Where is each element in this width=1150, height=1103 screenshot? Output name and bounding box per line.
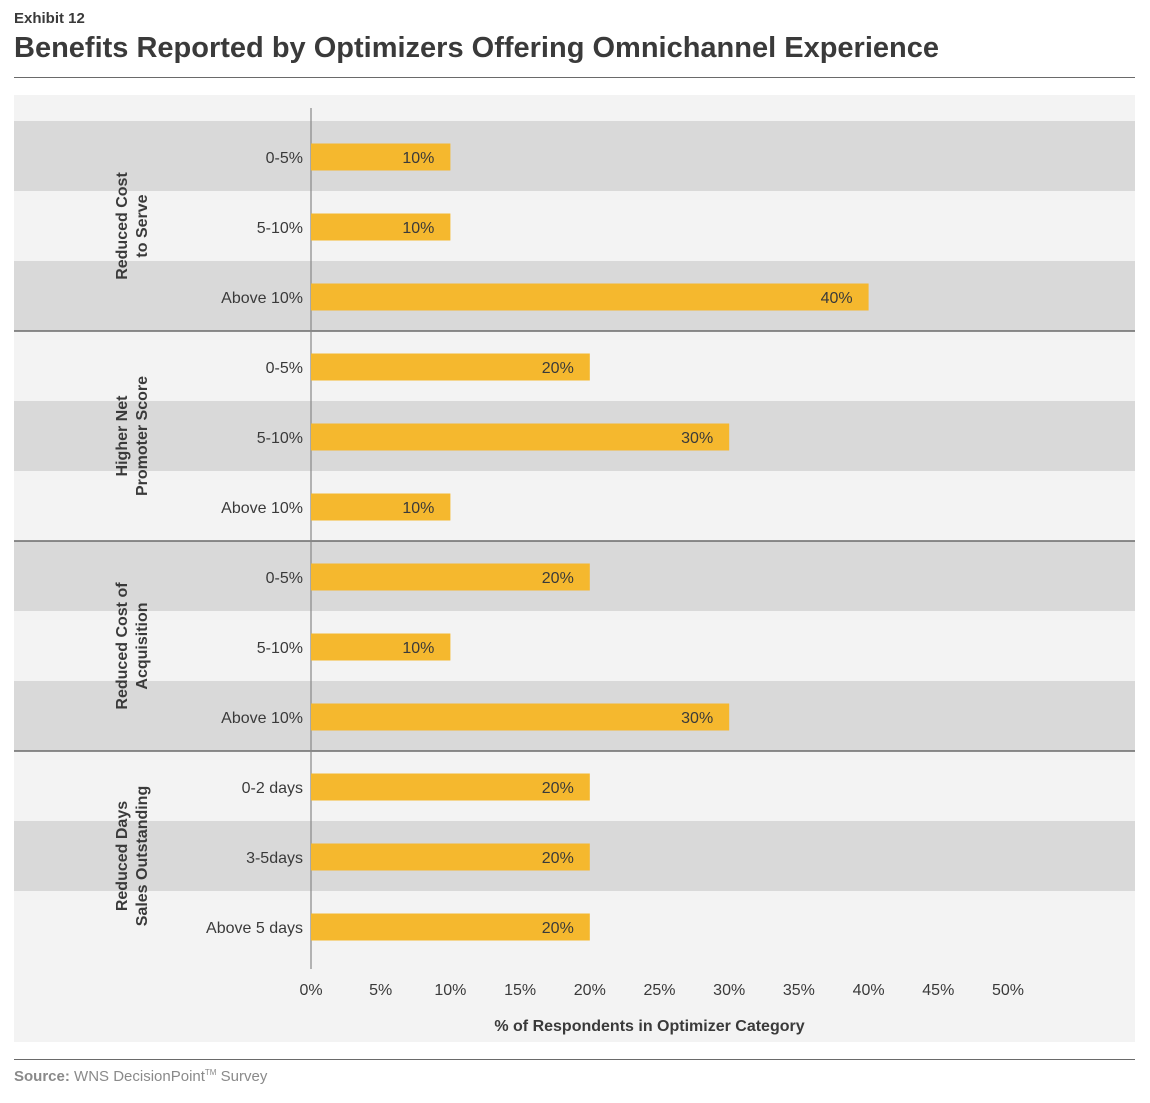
x-tick-label: 50% bbox=[992, 982, 1024, 999]
bar-value-label: 30% bbox=[681, 710, 713, 727]
bar-value-label: 20% bbox=[542, 850, 574, 867]
bar-value-label: 20% bbox=[542, 920, 574, 937]
x-tick-label: 10% bbox=[434, 982, 466, 999]
bar-value-label: 10% bbox=[402, 500, 434, 517]
group-label: Acquisition bbox=[134, 602, 151, 689]
group-label: Sales Outstanding bbox=[134, 786, 151, 926]
category-label: Above 10% bbox=[221, 710, 303, 727]
category-label: 0-5% bbox=[266, 360, 303, 377]
bar bbox=[311, 423, 730, 451]
bar-value-label: 10% bbox=[402, 220, 434, 237]
bar bbox=[311, 563, 590, 591]
group-label: Promoter Score bbox=[134, 376, 151, 496]
exhibit-label: Exhibit 12 bbox=[14, 10, 85, 27]
bar-value-label: 30% bbox=[681, 430, 713, 447]
bar-value-label: 10% bbox=[402, 640, 434, 657]
source-suffix: Survey bbox=[216, 1068, 268, 1085]
bar bbox=[311, 283, 869, 311]
group-label: Reduced Cost of bbox=[114, 582, 131, 710]
bar-value-label: 20% bbox=[542, 570, 574, 587]
bar bbox=[311, 773, 590, 801]
bar bbox=[311, 353, 590, 381]
category-label: Above 5 days bbox=[206, 920, 303, 937]
x-tick-label: 15% bbox=[504, 982, 536, 999]
category-label: Above 10% bbox=[221, 500, 303, 517]
bar bbox=[311, 143, 451, 171]
x-tick-label: 25% bbox=[643, 982, 675, 999]
bar bbox=[311, 493, 451, 521]
category-label: 5-10% bbox=[257, 430, 303, 447]
group-label: Reduced Days bbox=[114, 801, 131, 911]
x-tick-label: 0% bbox=[299, 982, 322, 999]
trademark-mark: TM bbox=[204, 1068, 217, 1077]
category-label: 5-10% bbox=[257, 640, 303, 657]
row-band bbox=[14, 121, 1135, 191]
bar bbox=[311, 913, 590, 941]
category-label: 0-5% bbox=[266, 150, 303, 167]
x-tick-label: 5% bbox=[369, 982, 392, 999]
category-label: Above 10% bbox=[221, 290, 303, 307]
bar-value-label: 20% bbox=[542, 360, 574, 377]
source-note: Source: WNS DecisionPointTM Survey bbox=[14, 1068, 267, 1085]
x-tick-label: 20% bbox=[574, 982, 606, 999]
bar bbox=[311, 633, 451, 661]
bar-value-label: 40% bbox=[821, 290, 853, 307]
x-tick-label: 30% bbox=[713, 982, 745, 999]
category-label: 0-5% bbox=[266, 570, 303, 587]
category-label: 5-10% bbox=[257, 220, 303, 237]
source-label: Source: bbox=[14, 1068, 70, 1085]
group-label: Higher Net bbox=[114, 395, 131, 477]
x-tick-label: 35% bbox=[783, 982, 815, 999]
group-label: Reduced Cost bbox=[114, 172, 131, 280]
x-axis-title: % of Respondents in Optimizer Category bbox=[494, 1018, 804, 1035]
bar bbox=[311, 843, 590, 871]
chart-title: Benefits Reported by Optimizers Offering… bbox=[14, 32, 939, 64]
x-tick-label: 45% bbox=[922, 982, 954, 999]
x-tick-label: 40% bbox=[853, 982, 885, 999]
bar-value-label: 10% bbox=[402, 150, 434, 167]
category-label: 0-2 days bbox=[242, 780, 303, 797]
title-divider bbox=[14, 77, 1135, 78]
bar-value-label: 20% bbox=[542, 780, 574, 797]
bar bbox=[311, 703, 730, 731]
group-label: to Serve bbox=[134, 194, 151, 257]
source-text: WNS DecisionPoint bbox=[74, 1068, 205, 1085]
category-label: 3-5days bbox=[246, 850, 303, 867]
bar bbox=[311, 213, 451, 241]
footer-divider bbox=[14, 1059, 1135, 1060]
